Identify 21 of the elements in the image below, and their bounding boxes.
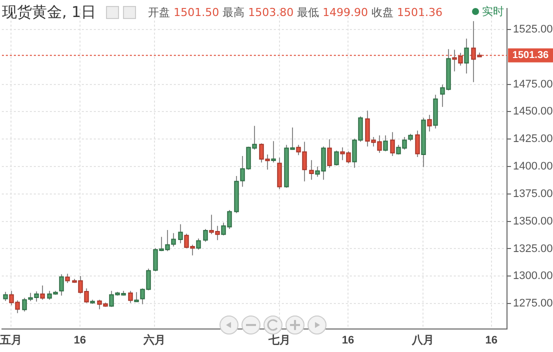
y-tick-label: 1350.00 [513,215,553,228]
annotation: 实时 [482,4,504,19]
x-tick-label: 16 [342,334,354,346]
ref-line-label: 1501.36 [512,50,550,62]
y-tick-label: 1300.00 [513,270,553,282]
y-tick-label: 1425.00 [513,133,553,146]
y-tick-label: 1450.00 [513,106,553,118]
x-tick-label: 八月 [410,333,434,346]
x-tick-label: 16 [74,334,86,346]
x-tick-label: 七月 [267,333,290,346]
y-tick-label: 1325.00 [513,242,553,255]
x-tick-label: 16 [485,334,498,346]
x-tick-label: 五月 [0,334,22,346]
y-tick-label: 1275.00 [513,298,553,310]
chart-title: 现货黄金, 1日 [2,3,96,22]
y-tick-label: 1525.00 [513,23,553,36]
chart-subtitle: 开盘 1501.50 最高 1503.80 最低 1499.90 收盘 1501.36 [148,6,443,19]
y-tick-label: 1400.00 [513,160,553,173]
y-tick-label: 1475.00 [513,78,553,90]
y-tick-label: 1375.00 [513,188,553,200]
x-tick-label: 六月 [142,333,166,346]
